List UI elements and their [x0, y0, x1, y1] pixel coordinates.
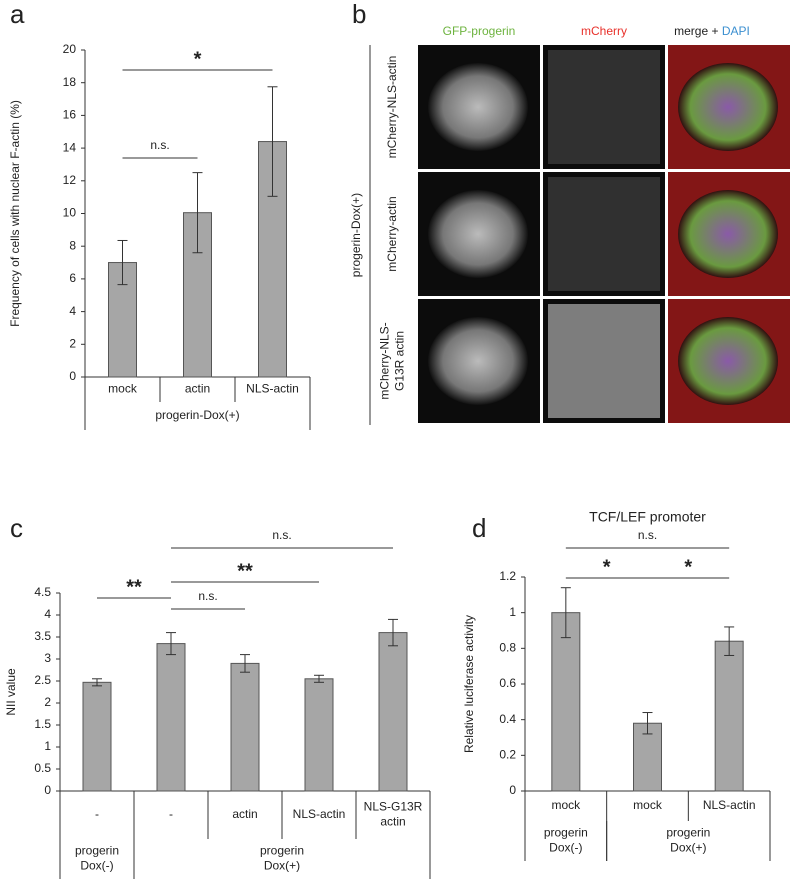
y-tick-label: 0.5: [34, 761, 51, 775]
bar: [551, 612, 581, 792]
y-tick-label: 2.5: [34, 673, 51, 687]
x-tick-label: actin: [185, 382, 210, 396]
y-tick-label: 20: [63, 42, 77, 56]
x-tick-label: NLS-actin: [246, 382, 299, 396]
y-tick-label: 0.2: [499, 748, 516, 762]
y-axis-label: Relative luciferase activity: [462, 615, 476, 753]
column-header: mCherry: [581, 24, 627, 38]
column-header: merge + DAPI: [674, 24, 750, 38]
chart-title: TCF/LEF promoter: [589, 509, 706, 525]
x-tick-label: -: [95, 807, 99, 821]
row-label: mCherry-NLS-actin: [385, 56, 399, 159]
significance-label: *: [684, 556, 692, 578]
bar: [156, 643, 186, 792]
nucleus: [428, 190, 528, 278]
row-label: mCherry-NLS-G13R actin: [378, 322, 407, 399]
y-tick-label: 8: [69, 238, 76, 252]
y-tick-label: 14: [63, 140, 77, 154]
group-label: progerin Dox(+): [666, 826, 710, 855]
significance-label: n.s.: [150, 138, 169, 152]
x-tick-label: mock: [633, 798, 663, 812]
y-tick-label: 4: [69, 304, 76, 318]
panel-label: a: [10, 0, 25, 29]
image-panel: b GFP-progerin mCherry merge + DAPI prog…: [349, 0, 790, 425]
x-tick-label: actin: [232, 807, 257, 821]
y-tick-label: 6: [69, 271, 76, 285]
column-header: merge +: [674, 24, 722, 38]
x-tick-label: mock: [551, 798, 581, 812]
y-tick-label: 16: [63, 108, 77, 122]
significance-label: **: [126, 576, 142, 598]
y-tick-label: 12: [63, 173, 77, 187]
nucleus: [428, 317, 528, 405]
group-label: progerin Dox(-): [544, 826, 588, 855]
significance-label: **: [237, 560, 253, 582]
y-tick-label: 0: [44, 783, 51, 797]
bar: [82, 681, 112, 792]
nucleus: [678, 190, 778, 278]
x-tick-label: NLS-actin: [293, 807, 346, 821]
y-tick-label: 3: [44, 651, 51, 665]
group-label: progerin-Dox(+): [155, 408, 239, 422]
image-grid: [418, 45, 790, 423]
y-tick-label: 1.2: [499, 569, 516, 583]
bar: [304, 678, 334, 792]
cytoplasm: [548, 304, 660, 418]
cytoplasm: [548, 50, 660, 164]
y-tick-label: 0.8: [499, 641, 516, 655]
y-tick-label: 2: [69, 336, 76, 350]
y-tick-label: 0: [69, 369, 76, 383]
x-tick-label: -: [169, 807, 173, 821]
nucleus: [428, 63, 528, 151]
bar: [378, 632, 408, 792]
y-tick-label: 0.6: [499, 676, 516, 690]
x-tick-label: mock: [108, 382, 138, 396]
bar: [230, 662, 260, 792]
nucleus: [678, 63, 778, 151]
y-axis-label: Frequency of cells with nuclear F-actin …: [8, 100, 22, 327]
y-tick-label: 1: [509, 605, 516, 619]
significance-label: n.s.: [638, 528, 657, 542]
significance-label: n.s.: [272, 528, 291, 542]
y-tick-label: 1: [44, 739, 51, 753]
y-tick-label: 1.5: [34, 717, 51, 731]
column-header: GFP-progerin: [443, 24, 516, 38]
y-tick-label: 3.5: [34, 629, 51, 643]
panel-label: b: [352, 0, 366, 29]
group-label: progerin-Dox(+): [349, 193, 363, 277]
nucleus: [678, 317, 778, 405]
y-tick-label: 4: [44, 607, 51, 621]
panel-label: d: [472, 513, 486, 543]
significance-label: *: [194, 48, 202, 70]
bar: [108, 262, 137, 378]
cytoplasm: [548, 177, 660, 291]
x-tick-label: NLS-actin: [703, 798, 756, 812]
row-label: mCherry-actin: [385, 196, 399, 271]
column-header: DAPI: [722, 24, 750, 38]
panel-label: c: [10, 513, 23, 543]
group-label: progerin Dox(+): [260, 844, 304, 873]
x-tick-label: NLS-G13R actin: [364, 800, 423, 829]
y-tick-label: 0: [509, 783, 516, 797]
significance-label: n.s.: [198, 589, 217, 603]
y-tick-label: 10: [63, 206, 77, 220]
y-tick-label: 4.5: [34, 585, 51, 599]
significance-label: *: [603, 556, 611, 578]
y-tick-label: 18: [63, 75, 77, 89]
y-axis-label: NII value: [4, 668, 18, 716]
group-label: progerin Dox(-): [75, 844, 119, 873]
y-tick-label: 0.4: [499, 712, 516, 726]
bar: [714, 640, 744, 792]
y-tick-label: 2: [44, 695, 51, 709]
